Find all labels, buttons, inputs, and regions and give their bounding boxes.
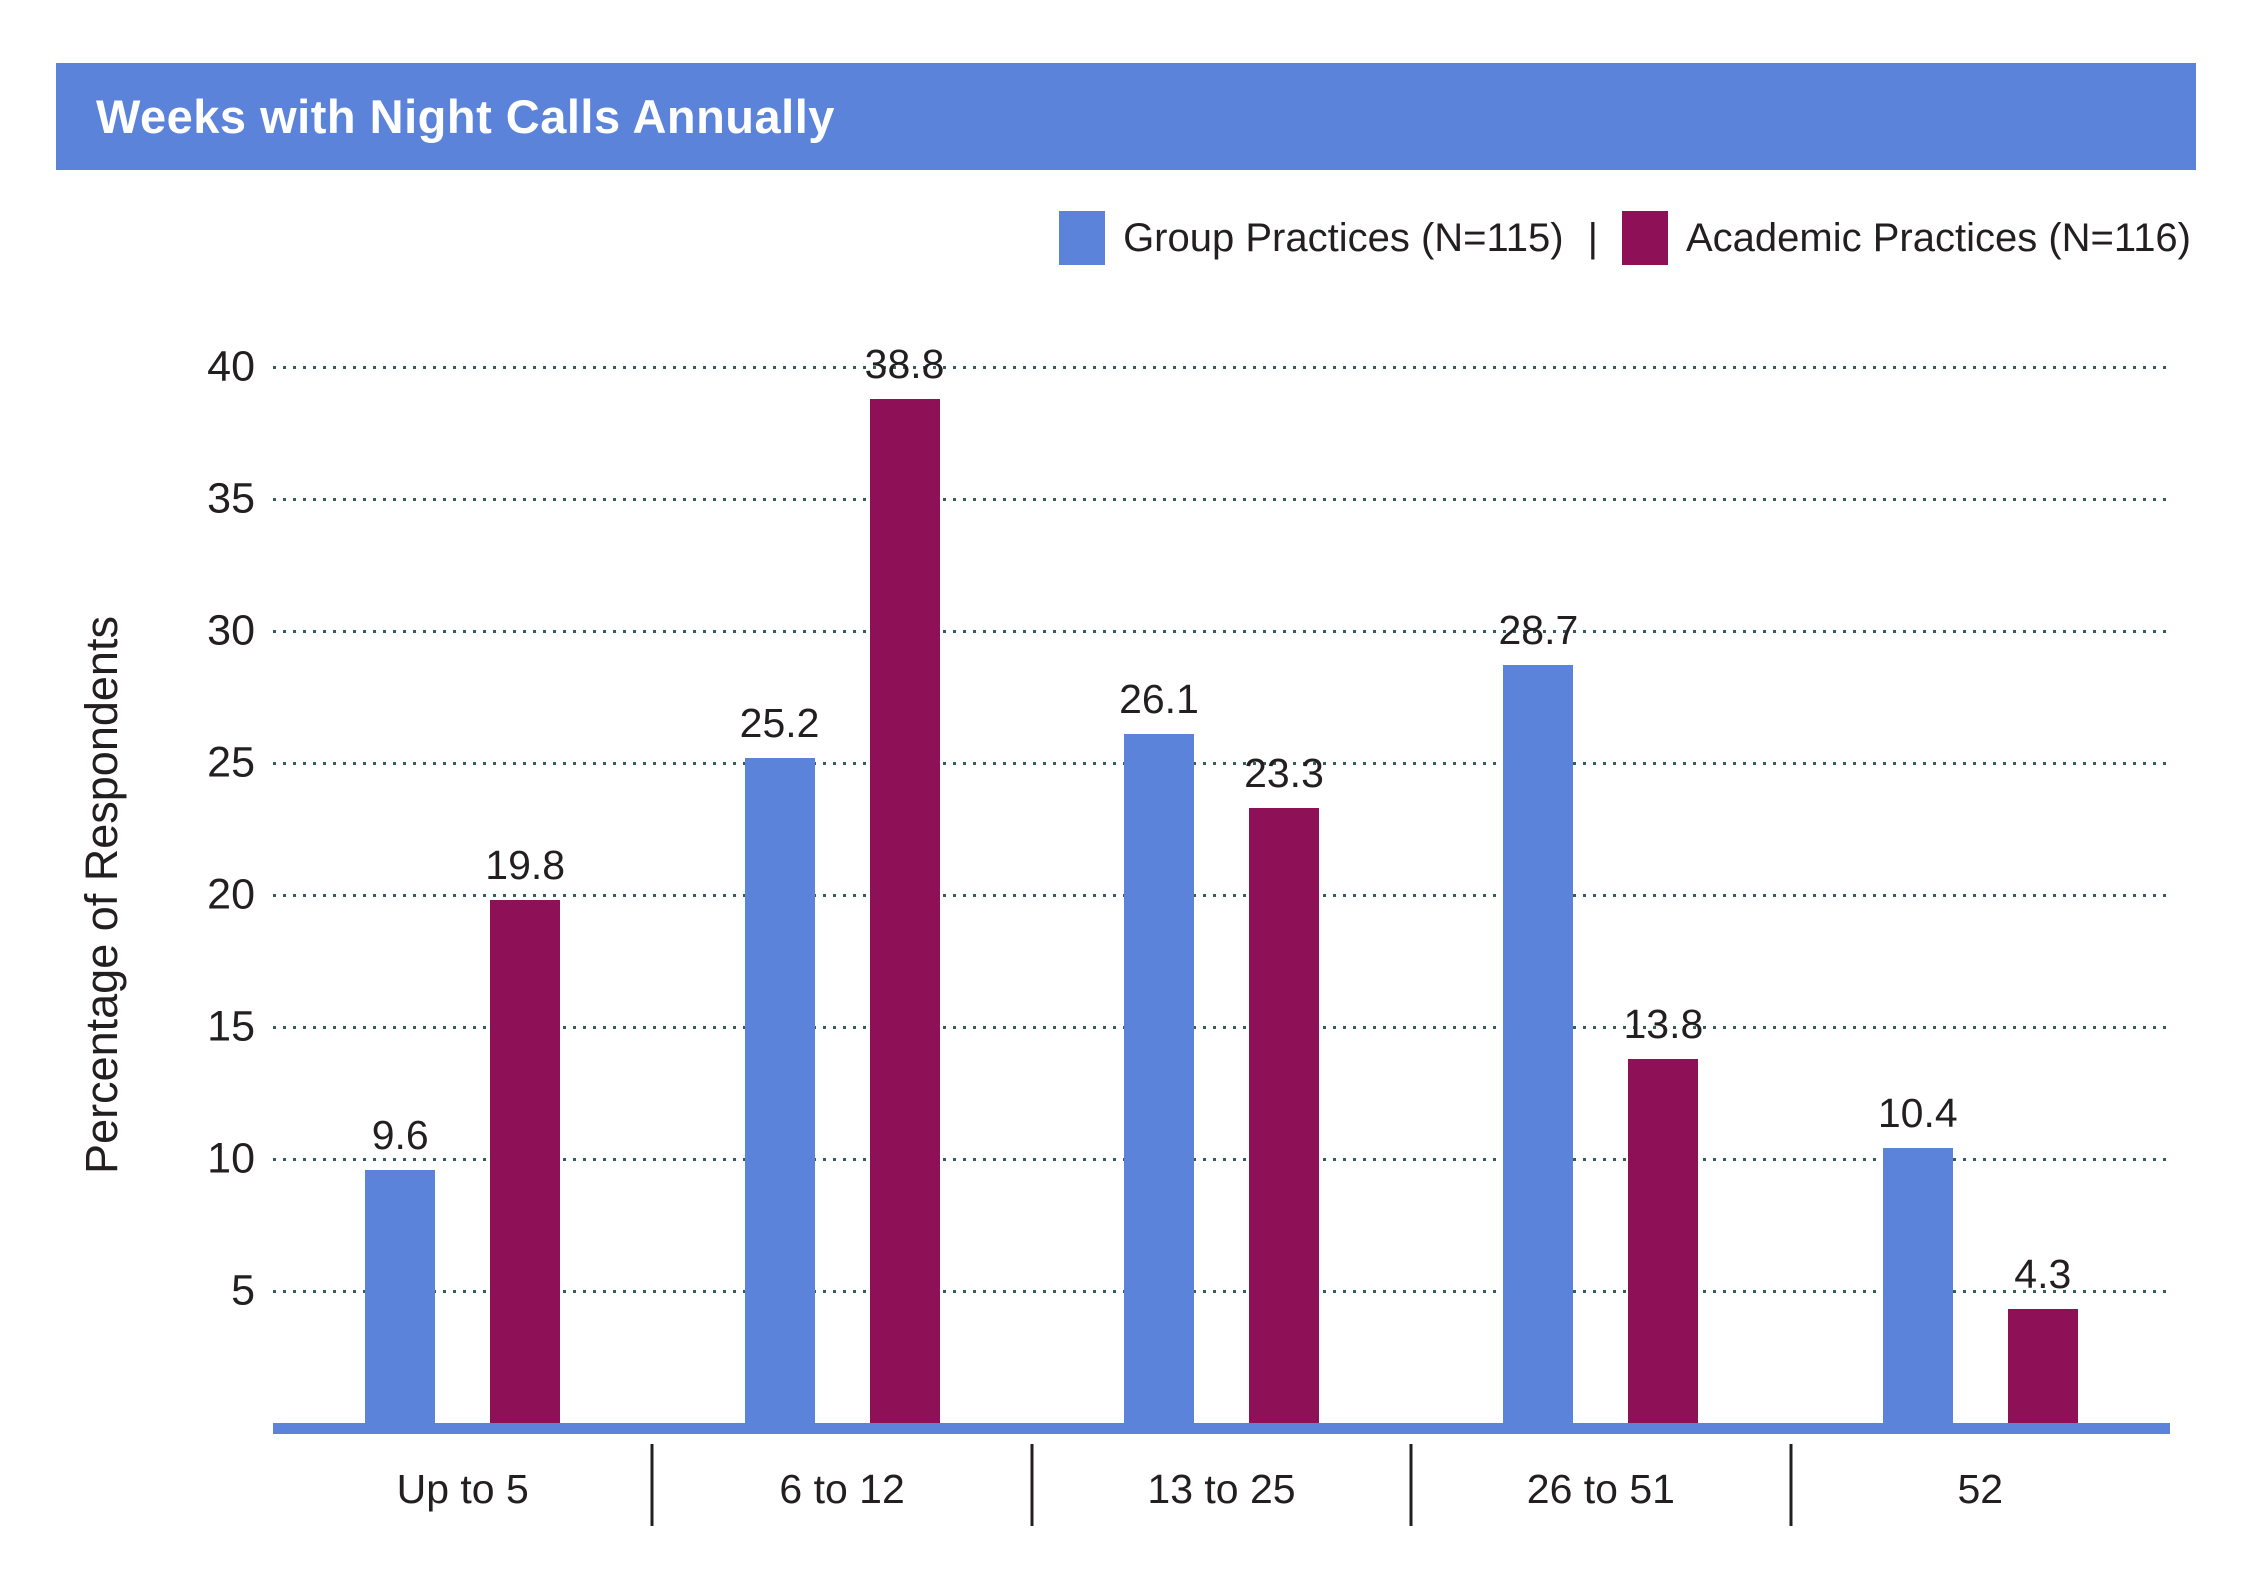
legend-label-academic-practices: Academic Practices (N=116): [1686, 215, 2191, 260]
x-category-label-5: 52: [1957, 1466, 2004, 1512]
bar-group-practices: [744, 757, 815, 1423]
x-axis-line: [273, 1423, 2170, 1434]
x-category-label-1: Up to 5: [396, 1466, 529, 1512]
bar-group-5: 10.4 4.3: [1791, 367, 2170, 1423]
bar-value-label: 13.8: [1623, 1000, 1704, 1047]
gridline-20: [273, 893, 2170, 897]
bar-value-label: 9.6: [371, 1111, 429, 1158]
category-divider: [1409, 1444, 1413, 1526]
bar-academic-practices: [2007, 1309, 2078, 1423]
category-divider: [650, 1444, 654, 1526]
gridline-10: [273, 1157, 2170, 1161]
x-axis-labels: Up to 5 6 to 12 13 to 25 26 to 51 52: [273, 1434, 2170, 1544]
bar-group-practices: [1882, 1148, 1953, 1423]
bar-value-label: 10.4: [1877, 1090, 1958, 1137]
legend-label-group-practices: Group Practices (N=115): [1123, 215, 1564, 260]
bar-group-practices: [1123, 733, 1194, 1423]
bar-group-practices: [365, 1169, 436, 1423]
y-tick-label-15: 15: [207, 1002, 255, 1051]
x-category-label-3: 13 to 25: [1147, 1466, 1296, 1512]
category-divider: [1030, 1444, 1034, 1526]
gridline-35: [273, 497, 2170, 501]
y-tick-label-35: 35: [207, 474, 255, 523]
bar-value-label: 23.3: [1244, 749, 1324, 796]
bar-value-label: 4.3: [2014, 1251, 2072, 1298]
category-divider: [1789, 1444, 1793, 1526]
y-tick-label-40: 40: [207, 342, 255, 391]
x-category-label-4: 26 to 51: [1526, 1466, 1675, 1512]
legend-swatch-academic-practices: [1622, 211, 1668, 265]
plot-area: 5 10 15 20 25 30 35 40 9.6 19.8 25.2 38.8 26.1 23.3 28…: [207, 343, 2170, 1434]
bar-group-3: 26.1 23.3: [1032, 367, 1411, 1423]
bar-academic-practices: [1248, 807, 1319, 1423]
legend-swatch-group-practices: [1059, 211, 1106, 265]
legend: Group Practices (N=115) | Academic Pract…: [1059, 208, 2191, 268]
bar-value-label: 26.1: [1119, 675, 1199, 722]
bar-value-label: 38.8: [864, 340, 945, 387]
y-tick-label-5: 5: [231, 1266, 255, 1315]
bar-group-2: 25.2 38.8: [652, 343, 1031, 1423]
chart-title: Weeks with Night Calls Annually: [96, 90, 835, 143]
y-tick-label-20: 20: [207, 870, 255, 919]
x-category-label-2: 6 to 12: [779, 1466, 905, 1512]
gridline-15: [273, 1025, 2170, 1029]
gridline-40: [273, 365, 2170, 369]
gridline-25: [273, 761, 2170, 765]
bar-academic-practices: [1628, 1058, 1699, 1423]
gridline-5: [273, 1289, 2170, 1293]
bar-group-1: 9.6 19.8: [273, 367, 652, 1423]
legend-separator: |: [1587, 215, 1598, 260]
bar-value-label: 19.8: [485, 842, 566, 889]
bar-value-label: 25.2: [739, 699, 820, 746]
y-tick-label-30: 30: [207, 606, 255, 655]
bar-academic-practices: [490, 900, 561, 1423]
bar-group-4: 28.7 13.8: [1411, 367, 1790, 1423]
title-bar: Weeks with Night Calls Annually: [56, 63, 2196, 170]
bar-value-label: 28.7: [1498, 607, 1579, 654]
bar-academic-practices: [869, 398, 940, 1423]
y-tick-label-25: 25: [207, 738, 255, 787]
y-axis-title: Percentage of Respondents: [76, 616, 127, 1174]
gridline-30: [273, 629, 2170, 633]
bar-group-practices: [1503, 665, 1574, 1423]
y-tick-label-10: 10: [207, 1134, 255, 1183]
